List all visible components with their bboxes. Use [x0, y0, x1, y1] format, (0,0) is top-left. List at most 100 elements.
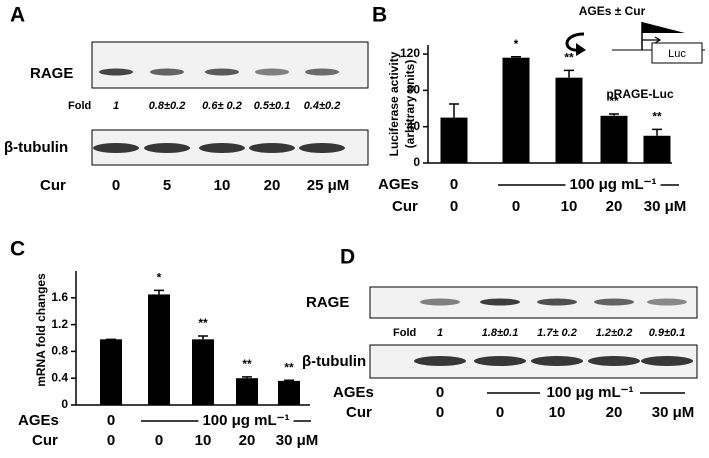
row-label: AGEs [18, 412, 59, 429]
error-bar [284, 379, 294, 381]
error-bar [449, 103, 459, 118]
x-tick-label: 30 μM [644, 198, 687, 215]
y-tick-label: 0.4 [51, 370, 68, 384]
fold-value: 1 [437, 327, 443, 339]
error-bar [198, 335, 208, 340]
fold-value: 0.4±0.2 [304, 100, 341, 112]
x-tick-label: 20 [239, 432, 256, 449]
y-axis-label: (arbitrary units) [403, 60, 417, 149]
bar [600, 115, 628, 163]
x-tick-label: 10 [561, 198, 578, 215]
bar [192, 339, 214, 405]
treat-span: 100 μg mL⁻¹ [569, 176, 656, 193]
blot-row-label: β-tubulin [302, 353, 366, 370]
lane-value: 10 [549, 404, 566, 421]
bar [440, 117, 468, 163]
y-axis-label: Luciferase activity [387, 51, 401, 156]
treat-value: 0 [450, 176, 458, 193]
fold-value: 1.8±0.1 [482, 327, 519, 339]
blot-band [305, 68, 339, 76]
treat-label: AGEs [333, 384, 374, 401]
inset-bottom: pRAGE-Luc [606, 87, 674, 101]
blot-band [144, 143, 190, 153]
fold-value: 1.2±0.2 [596, 327, 633, 339]
y-tick-label: 1.6 [51, 290, 68, 304]
x-tick-label: 0 [512, 198, 520, 215]
significance: ** [609, 94, 619, 108]
x-tick-label: 20 [606, 198, 623, 215]
bar [643, 135, 671, 163]
blot-band [199, 143, 245, 153]
error-bar [652, 128, 662, 136]
lane-label: Cur [40, 177, 66, 194]
blot-band [249, 143, 295, 153]
treat-span: 100 μg mL⁻¹ [202, 412, 289, 429]
bar [502, 57, 530, 164]
row-label: AGEs [378, 176, 419, 193]
y-tick-label: 120 [400, 46, 420, 60]
fold-value: 0.6± 0.2 [202, 100, 242, 112]
row-label: Cur [32, 432, 58, 449]
lane-label: Cur [346, 404, 372, 421]
bar [555, 77, 583, 163]
treat-value: 0 [107, 412, 115, 429]
lane-value: 30 μM [652, 404, 695, 421]
lane-value: 5 [163, 177, 171, 194]
y-tick-label: 40 [407, 119, 421, 133]
blot-band [299, 143, 345, 153]
error-bar [564, 69, 574, 78]
inset-arrow [642, 36, 662, 44]
x-tick-label: 0 [107, 432, 115, 449]
blot-band [474, 356, 526, 366]
fold-value: 0.8±0.2 [149, 100, 186, 112]
x-tick-label: 0 [155, 432, 163, 449]
panel-label: A [10, 4, 25, 27]
significance: ** [564, 51, 574, 65]
fold-label: Fold [68, 100, 91, 112]
panel-label: D [340, 246, 355, 269]
y-tick-label: 0.8 [51, 344, 68, 358]
y-tick-label: 0 [413, 155, 420, 169]
blot-band [641, 356, 693, 366]
inset-flag [642, 22, 685, 33]
significance: * [514, 37, 519, 51]
blot-band [99, 68, 133, 76]
fold-label: Fold [393, 327, 416, 339]
lane-value: 0 [436, 404, 444, 421]
significance: * [157, 271, 162, 285]
blot-band [480, 298, 520, 306]
blot-band [647, 298, 687, 306]
blot-band [594, 298, 634, 306]
blot-band [588, 356, 640, 366]
significance: ** [652, 110, 662, 124]
panel-label: C [10, 238, 25, 261]
bar [148, 294, 170, 405]
fold-value: 0.9±0.1 [649, 327, 686, 339]
inset-top: AGEs ± Cur [579, 4, 646, 18]
blot-band [205, 68, 239, 76]
blot-row-label: RAGE [30, 65, 73, 82]
error-bar [154, 289, 164, 295]
y-tick-label: 0 [61, 397, 68, 411]
inset-box [651, 42, 703, 64]
panel-label: B [372, 4, 387, 27]
lane-value: 0 [496, 404, 504, 421]
blot-band [93, 143, 139, 153]
fold-value: 1.7± 0.2 [537, 327, 577, 339]
blot-band [531, 356, 583, 366]
error-bar [609, 113, 619, 116]
row-label: Cur [392, 198, 418, 215]
significance: ** [198, 316, 208, 330]
significance: ** [284, 360, 294, 374]
error-bar [511, 56, 521, 58]
error-bar [242, 376, 252, 379]
y-tick-label: 80 [407, 83, 421, 97]
blot-band [255, 68, 289, 76]
y-axis-label: mRNA fold changes [34, 273, 48, 387]
blot-band [150, 68, 184, 76]
fold-value: 0.5±0.1 [254, 100, 291, 112]
blot-row-label: RAGE [306, 294, 349, 311]
bar [100, 339, 122, 405]
y-tick-label: 1.2 [51, 317, 68, 331]
significance: ** [242, 357, 252, 371]
